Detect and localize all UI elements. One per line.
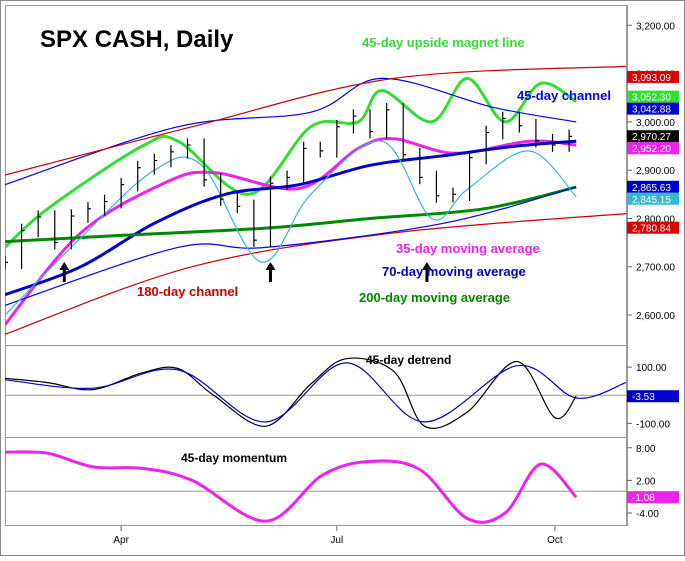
- main-series-line-6: [5, 213, 627, 335]
- detrend-price-tag-label-0: -3.53: [632, 392, 655, 403]
- main-series-line-8: [5, 140, 577, 316]
- detrend-yaxis-ticks: 100.00 -100.00: [627, 363, 670, 430]
- detrend-price-tags: -3.53: [627, 390, 679, 403]
- momentum-ytick-label-2: -4.00: [636, 509, 659, 520]
- main-price-tags: 3,093.09 3,052.303,042.88 2,970.272,952.20…: [627, 70, 679, 235]
- main-price-tag-bg-3: [627, 130, 679, 143]
- annotation-35-day-ma: 35-day moving average: [396, 241, 540, 256]
- main-ytick-label-0: 2,600.00: [636, 311, 675, 322]
- main-ytick-label-4: 3,000.00: [636, 118, 675, 129]
- main-price-tag-label-3: 2,970.27: [632, 132, 671, 143]
- main-price-tag-bg-5: [627, 180, 679, 193]
- annotation-200-day-ma: 200-day moving average: [359, 290, 510, 305]
- main-ytick-label-6: 3,200.00: [636, 21, 675, 32]
- main-price-tag-label-2: 3,042.88: [632, 105, 671, 116]
- annotation-magnet-line: 45-day upside magnet line: [362, 35, 525, 50]
- annotation-70-day-ma: 70-day moving average: [382, 264, 526, 279]
- main-price-tag-bg-1: [627, 90, 679, 103]
- momentum-series-line-0: [5, 450, 578, 524]
- main-price-tag-label-1: 3,052.30: [632, 93, 671, 104]
- main-ytick-label-3: 2,900.00: [636, 166, 675, 177]
- detrend-series-line-1: [5, 362, 627, 423]
- momentum-title: 45-day momentum: [181, 451, 287, 465]
- xtick-label-1: Jul: [330, 535, 343, 546]
- momentum-ytick-label-1: 2.00: [636, 476, 656, 487]
- main-price-tag-label-6: 2,845.15: [632, 195, 671, 206]
- momentum-ytick-label-0: 8.00: [636, 444, 656, 455]
- main-series-line-5: [5, 65, 627, 176]
- momentum-series-layer: [5, 450, 626, 524]
- momentum-price-tag-bg-0: [627, 491, 679, 504]
- momentum-price-tag-label-0: -1.08: [632, 493, 655, 504]
- main-series-line-3: [5, 185, 577, 244]
- main-price-tag-bg-6: [627, 192, 679, 205]
- annotation-180-day-channel: 180-day channel: [137, 284, 238, 299]
- detrend-ytick-label-0: 100.00: [636, 363, 667, 374]
- xtick-label-2: Oct: [547, 535, 563, 546]
- x-axis-ticks: Apr Jul Oct: [113, 526, 563, 546]
- main-price-tag-label-5: 2,865.63: [632, 183, 671, 194]
- detrend-series-layer: [5, 357, 627, 429]
- main-price-tag-label-7: 2,780.84: [632, 224, 671, 235]
- detrend-price-tag-bg-0: [627, 390, 679, 403]
- main-ytick-label-2: 2,800.00: [636, 214, 675, 225]
- main-series-line-4: [5, 77, 577, 186]
- main-price-tag-bg-2: [627, 102, 679, 115]
- main-price-tag-label-4: 2,952.20: [632, 144, 671, 155]
- xtick-label-0: Apr: [113, 535, 129, 546]
- annotation-45-day-channel: 45-day channel: [517, 88, 611, 103]
- arrows-layer: [59, 262, 432, 282]
- arrow-head-0: [59, 262, 70, 270]
- main-price-tag-bg-0: [627, 70, 679, 83]
- main-price-tag-bg-7: [627, 221, 679, 234]
- arrow-head-1: [265, 262, 276, 270]
- main-series-layer: [5, 65, 627, 335]
- main-series-line-7: [5, 186, 577, 306]
- price-bars-layer: [5, 103, 573, 270]
- momentum-price-tags: -1.08: [627, 491, 679, 504]
- momentum-yaxis-ticks: 8.00 2.00 -4.00: [627, 444, 659, 520]
- arrow-head-2: [421, 262, 432, 270]
- main-price-tag-bg-4: [627, 142, 679, 155]
- detrend-title: 45-day detrend: [366, 353, 451, 367]
- chart-title: SPX CASH, Daily: [40, 26, 234, 53]
- main-price-tag-label-0: 3,093.09: [632, 73, 671, 84]
- detrend-ytick-label-1: -100.00: [636, 419, 670, 430]
- main-ytick-label-1: 2,700.00: [636, 263, 675, 274]
- main-series-line-0: [5, 76, 578, 249]
